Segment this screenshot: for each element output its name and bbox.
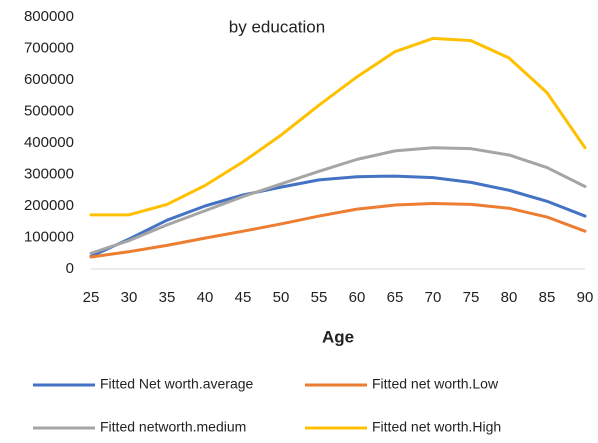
line-series (89, 201, 587, 259)
line-series (89, 174, 587, 258)
y-tick-label: 300000 (24, 165, 74, 182)
x-tick-label: 40 (197, 289, 214, 306)
legend-label: Fitted net worth.Low (372, 376, 499, 392)
x-tick-label: 80 (501, 289, 518, 306)
y-tick-label: 200000 (24, 197, 74, 214)
y-tick-label: 0 (66, 260, 74, 277)
x-tick-label: 75 (463, 289, 480, 306)
x-tick-label: 55 (311, 289, 328, 306)
x-tick-label: 25 (83, 289, 100, 306)
y-tick-label: 100000 (24, 228, 74, 245)
y-tick-label: 500000 (24, 102, 74, 119)
line-series (89, 146, 587, 255)
x-tick-label: 30 (121, 289, 138, 306)
x-tick-label: 60 (349, 289, 366, 306)
y-tick-label: 800000 (24, 8, 74, 25)
legend: Fitted Net worth.average Fitted net worth… (33, 376, 501, 435)
legend-label: Fitted networth.medium (100, 419, 246, 435)
x-tick-label: 90 (577, 289, 594, 306)
line-series (89, 36, 587, 217)
legend-label: Fitted Net worth.average (100, 376, 254, 392)
x-tick-label: 65 (387, 289, 404, 306)
chart-title: by education (229, 17, 325, 36)
x-tick-label: 45 (235, 289, 252, 306)
x-axis-label: Age (322, 327, 354, 346)
y-tick-label: 600000 (24, 71, 74, 88)
y-tick-label: 700000 (24, 39, 74, 56)
x-tick-label: 50 (273, 289, 290, 306)
x-tick-label: 35 (159, 289, 176, 306)
x-tick-label: 85 (539, 289, 556, 306)
x-tick-label: 70 (425, 289, 442, 306)
y-tick-label: 400000 (24, 134, 74, 151)
legend-label: Fitted net worth.High (372, 419, 501, 435)
